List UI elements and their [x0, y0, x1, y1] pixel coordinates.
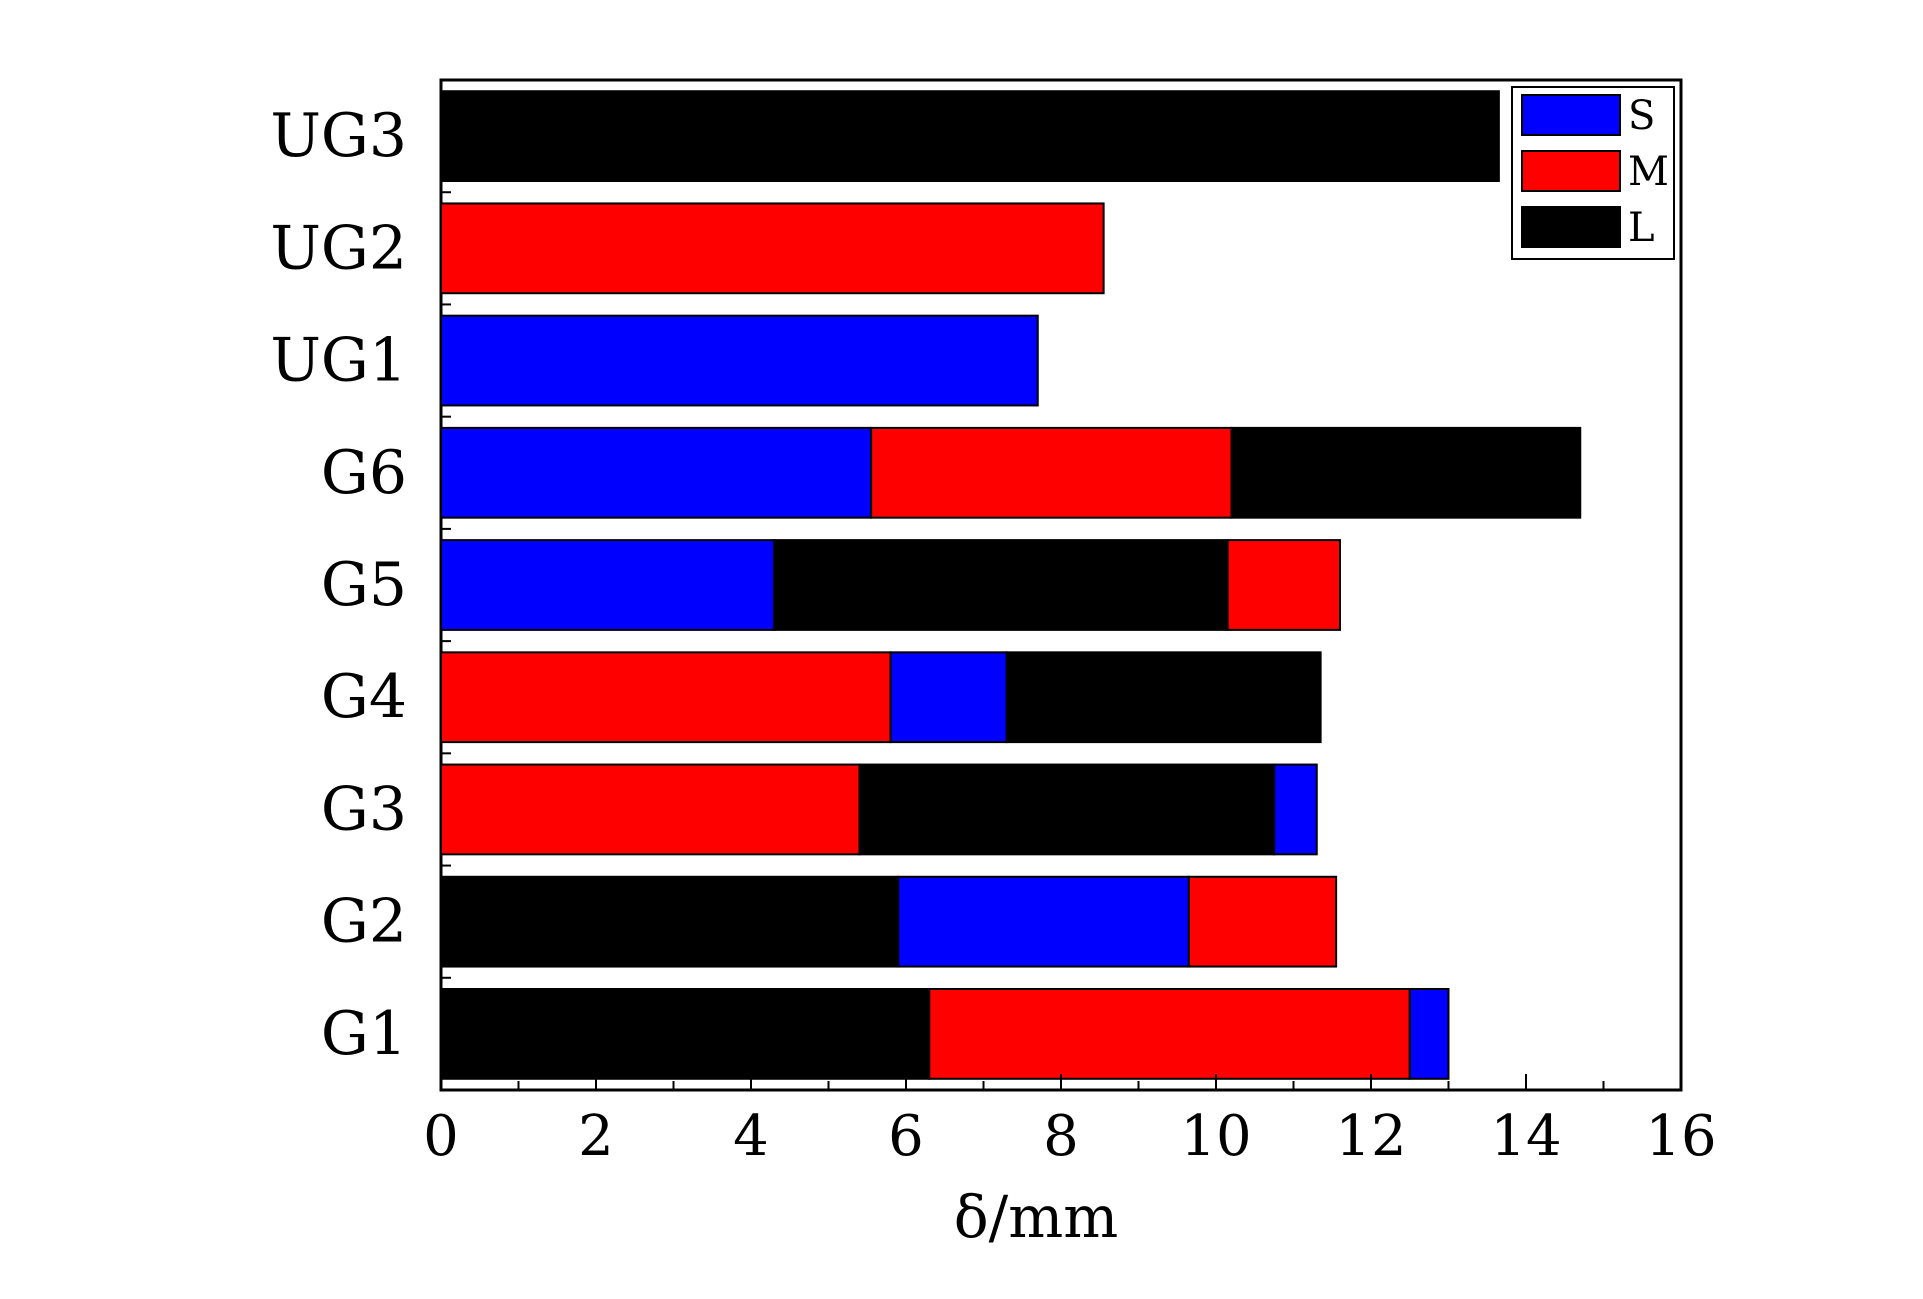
- x-tick-label: 4: [733, 1104, 769, 1169]
- legend-label-l: L: [1628, 205, 1655, 251]
- legend-swatch-l: [1521, 206, 1621, 248]
- bar-g1-l: [440, 988, 931, 1080]
- category-label: UG1: [270, 326, 407, 396]
- bar-g3-m: [440, 763, 861, 856]
- category-label: G6: [321, 438, 407, 508]
- category-label: UG2: [270, 213, 407, 283]
- legend-label-m: M: [1628, 149, 1669, 195]
- bar-g5-m: [1226, 539, 1341, 631]
- bar-ug1-s: [440, 314, 1039, 407]
- x-tick-label: 14: [1490, 1104, 1561, 1169]
- bar-g3-s: [1273, 763, 1318, 856]
- bar-g1-s: [1408, 988, 1450, 1080]
- bar-g5-s: [440, 539, 776, 631]
- legend-swatch-m: [1521, 150, 1621, 192]
- legend-label-s: S: [1628, 93, 1655, 139]
- bar-g2-m: [1187, 875, 1338, 968]
- category-label: G5: [321, 550, 407, 620]
- x-tick-label: 16: [1645, 1104, 1716, 1169]
- category-label: G2: [321, 887, 407, 957]
- bar-g4-m: [440, 651, 892, 744]
- legend-swatch-s: [1521, 94, 1621, 136]
- legend: SML: [1511, 86, 1675, 260]
- category-label: G4: [321, 662, 407, 732]
- x-tick-label: 6: [888, 1104, 924, 1169]
- bar-g4-s: [889, 651, 1008, 744]
- category-label: G3: [321, 774, 407, 844]
- bar-g6-m: [870, 426, 1233, 519]
- category-labels: G1 G2 G3 G4 G5 G6 UG1 UG2 UG3: [270, 101, 407, 1069]
- category-label: UG3: [270, 101, 407, 171]
- x-tick-label: 10: [1180, 1104, 1251, 1169]
- bar-g2-l: [440, 875, 900, 968]
- x-axis-ticks: 0 2 4 6 8 10 12 14 16: [423, 1074, 1717, 1169]
- x-tick-label: 8: [1043, 1104, 1079, 1169]
- y-axis-ticks: [441, 191, 451, 979]
- bar-ug2-m: [440, 202, 1105, 295]
- x-tick-label: 12: [1335, 1104, 1406, 1169]
- bars-layer: [440, 90, 1582, 1080]
- category-label: G1: [321, 999, 407, 1069]
- bar-g2-s: [897, 875, 1190, 968]
- x-tick-label: 2: [578, 1104, 614, 1169]
- bar-g5-l: [773, 539, 1229, 631]
- x-tick-label: 0: [423, 1104, 459, 1169]
- bar-g6-l: [1230, 426, 1582, 519]
- bar-g1-m: [928, 988, 1411, 1080]
- x-axis-title: δ/mm: [954, 1183, 1118, 1251]
- bar-g6-s: [440, 426, 873, 519]
- bar-ug3-l: [440, 90, 1500, 182]
- bar-g3-l: [858, 763, 1276, 856]
- bar-g4-l: [1005, 651, 1322, 744]
